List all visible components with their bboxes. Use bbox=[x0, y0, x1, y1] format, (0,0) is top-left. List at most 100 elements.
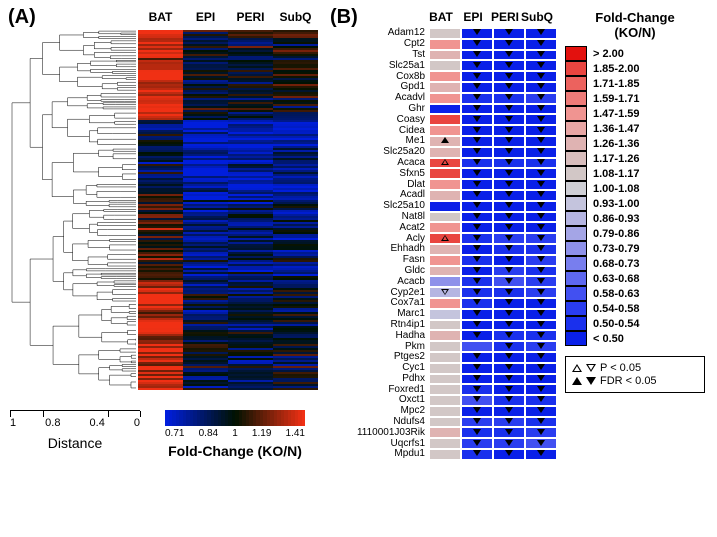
heatmap-cell bbox=[525, 255, 557, 266]
heatmap-row: Adam12 bbox=[350, 28, 557, 39]
heatmap-cell bbox=[461, 147, 493, 158]
sig-fdr: FDR < 0.05 bbox=[600, 375, 657, 387]
gene-label: Adam12 bbox=[350, 28, 429, 38]
legend-swatch: 1.08-1.17 bbox=[565, 166, 705, 181]
gene-label: Cidea bbox=[350, 126, 429, 136]
heatmap-cell bbox=[493, 82, 525, 93]
heatmap-cell bbox=[493, 168, 525, 179]
panel-a-label: (A) bbox=[8, 6, 36, 29]
heatmap-cell bbox=[493, 266, 525, 277]
heatmap-cell bbox=[525, 417, 557, 428]
heatmap-cell bbox=[429, 363, 461, 374]
heatmap-row: Slc25a1 bbox=[350, 60, 557, 71]
gene-label: Fasn bbox=[350, 255, 429, 265]
gene-label: Acadvl bbox=[350, 93, 429, 103]
heatmap-cell bbox=[429, 28, 461, 39]
heatmap-cell bbox=[525, 93, 557, 104]
gene-label: Acat2 bbox=[350, 223, 429, 233]
legend-swatch: 0.73-0.79 bbox=[565, 241, 705, 256]
heatmap-cell bbox=[493, 352, 525, 363]
heatmap-cell bbox=[493, 212, 525, 223]
heatmap-cell bbox=[461, 28, 493, 39]
heatmap-cell bbox=[461, 244, 493, 255]
gene-label: Dlat bbox=[350, 180, 429, 190]
heatmap-cell bbox=[493, 309, 525, 320]
legend-swatch: < 0.50 bbox=[565, 331, 705, 346]
heatmap-cell bbox=[461, 341, 493, 352]
heatmap-cell bbox=[429, 449, 461, 460]
panel-b-legend: Fold-Change (KO/N) > 2.001.85-2.001.71-1… bbox=[565, 10, 705, 393]
heatmap-row: Nat8l bbox=[350, 212, 557, 223]
gene-label: Cyp2e1 bbox=[350, 288, 429, 298]
heatmap-cell bbox=[525, 341, 557, 352]
col-header: EPI bbox=[183, 10, 228, 24]
heatmap-cell bbox=[493, 374, 525, 385]
heatmap-cell bbox=[461, 449, 493, 460]
heatmap-cell bbox=[461, 50, 493, 61]
legend-swatch: 1.47-1.59 bbox=[565, 106, 705, 121]
heatmap-cell bbox=[525, 406, 557, 417]
heatmap-cell bbox=[525, 212, 557, 223]
heatmap-row: Sfxn5 bbox=[350, 168, 557, 179]
panel-b-heatmap: Adam12Cpt2TstSlc25a1Cox8bGpd1AcadvlGhrCo… bbox=[350, 28, 557, 460]
heatmap-row: Me1 bbox=[350, 136, 557, 147]
heatmap-cell bbox=[493, 255, 525, 266]
heatmap-cell bbox=[525, 222, 557, 233]
heatmap-cell bbox=[429, 244, 461, 255]
heatmap-cell bbox=[493, 427, 525, 438]
gene-label: Ghr bbox=[350, 104, 429, 114]
heatmap-row: Cidea bbox=[350, 125, 557, 136]
heatmap-cell bbox=[429, 82, 461, 93]
gene-label: Me1 bbox=[350, 136, 429, 146]
gene-label: Rtn4ip1 bbox=[350, 320, 429, 330]
heatmap-cell bbox=[461, 406, 493, 417]
heatmap-cell bbox=[429, 255, 461, 266]
heatmap-row: Slc25a20 bbox=[350, 147, 557, 158]
heatmap-row: Acaca bbox=[350, 158, 557, 169]
heatmap-cell bbox=[461, 298, 493, 309]
heatmap-cell bbox=[525, 374, 557, 385]
heatmap-cell bbox=[493, 28, 525, 39]
legend-swatch: 1.71-1.85 bbox=[565, 76, 705, 91]
col-header: SubQ bbox=[273, 10, 318, 24]
col-header: PERI bbox=[489, 10, 521, 24]
gene-label: Slc25a1 bbox=[350, 61, 429, 71]
heatmap-cell bbox=[493, 244, 525, 255]
legend-swatch: 1.26-1.36 bbox=[565, 136, 705, 151]
gene-label: Mpc2 bbox=[350, 406, 429, 416]
heatmap-cell bbox=[525, 244, 557, 255]
col-header: SubQ bbox=[521, 10, 553, 24]
panel-b-label: (B) bbox=[330, 6, 358, 29]
heatmap-row: Mpdu1 bbox=[350, 449, 557, 460]
heatmap-row: Rtn4ip1 bbox=[350, 320, 557, 331]
gene-label: Slc25a20 bbox=[350, 147, 429, 157]
heatmap-cell bbox=[525, 147, 557, 158]
heatmap-row: Gpd1 bbox=[350, 82, 557, 93]
heatmap-cell bbox=[429, 136, 461, 147]
heatmap-row: Acat2 bbox=[350, 222, 557, 233]
heatmap-cell bbox=[429, 114, 461, 125]
heatmap-cell bbox=[493, 136, 525, 147]
gene-label: Ptges2 bbox=[350, 352, 429, 362]
heatmap-cell bbox=[429, 222, 461, 233]
heatmap-row: Mpc2 bbox=[350, 406, 557, 417]
heatmap-row: Acadvl bbox=[350, 93, 557, 104]
heatmap-row: Foxred1 bbox=[350, 384, 557, 395]
heatmap-cell bbox=[525, 39, 557, 50]
heatmap-cell bbox=[429, 93, 461, 104]
heatmap-cell bbox=[461, 201, 493, 212]
gene-label: Uqcrfs1 bbox=[350, 439, 429, 449]
heatmap-cell bbox=[429, 179, 461, 190]
heatmap-cell bbox=[461, 114, 493, 125]
heatmap-cell bbox=[429, 147, 461, 158]
heatmap-cell bbox=[461, 233, 493, 244]
panel-a-col-headers: BATEPIPERISubQ bbox=[138, 10, 318, 24]
heatmap-cell bbox=[429, 395, 461, 406]
legend-swatch: 0.50-0.54 bbox=[565, 316, 705, 331]
heatmap-row: Gldc bbox=[350, 266, 557, 277]
col-header: BAT bbox=[425, 10, 457, 24]
heatmap-row: Pdhx bbox=[350, 374, 557, 385]
heatmap-cell bbox=[429, 212, 461, 223]
gene-label: Acadl bbox=[350, 190, 429, 200]
heatmap-cell bbox=[493, 298, 525, 309]
